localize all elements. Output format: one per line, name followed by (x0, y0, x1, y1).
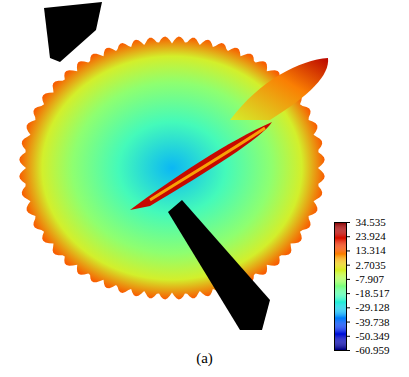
html-text:(a): (a) (196, 350, 213, 366)
svg-text:23.924: 23.924 (356, 230, 387, 242)
svg-text:13.314: 13.314 (356, 244, 387, 256)
svg-text:-39.738: -39.738 (356, 316, 390, 328)
svg-text:34.535: 34.535 (356, 216, 387, 228)
svg-text:-29.128: -29.128 (356, 301, 390, 313)
svg-text:-60.959: -60.959 (356, 344, 390, 356)
svg-text:-50.349: -50.349 (356, 330, 390, 342)
svg-text:2.7035: 2.7035 (356, 259, 387, 271)
svg-text:-18.517: -18.517 (356, 287, 390, 299)
svg-text:-7.907: -7.907 (356, 273, 385, 285)
